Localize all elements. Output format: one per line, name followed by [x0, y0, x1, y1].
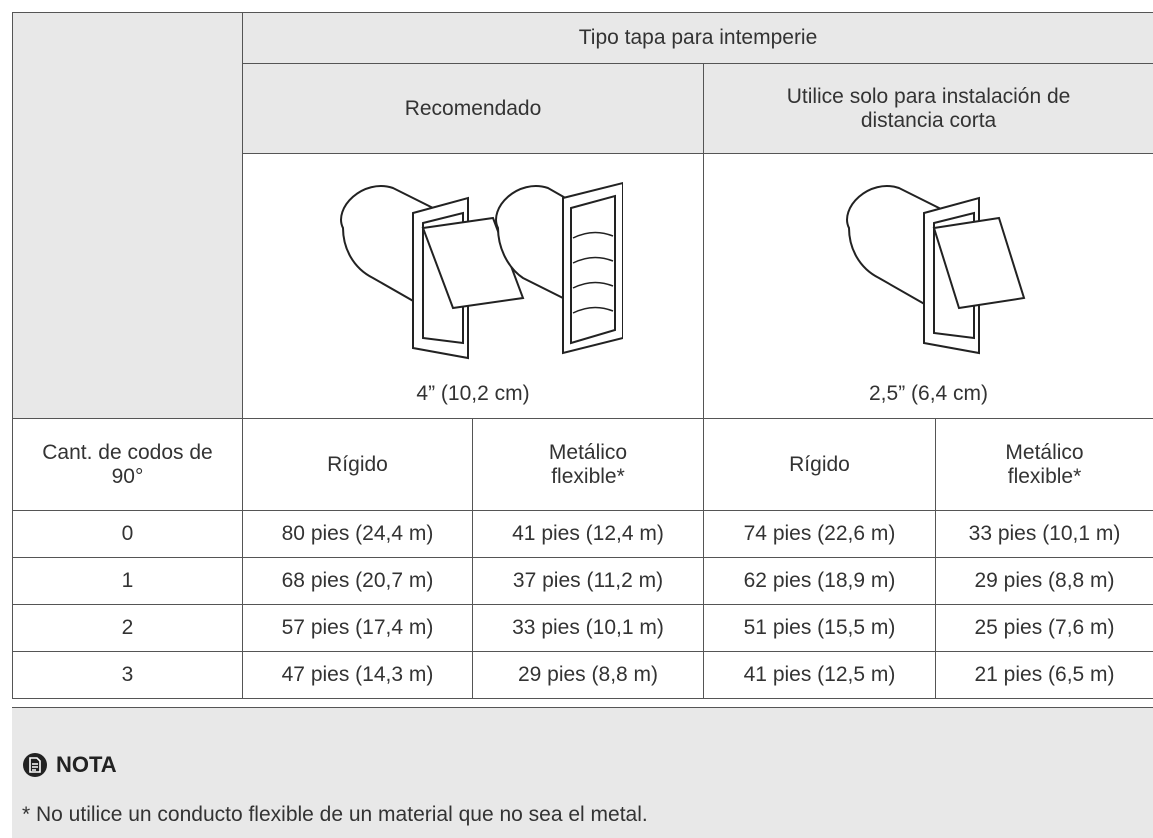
- max-length: 57 pies (17,4 m): [243, 605, 473, 652]
- note-icon: [22, 752, 48, 778]
- vent-hoods-illustration: [323, 168, 623, 368]
- note-text: * No utilice un conducto flexible de un …: [22, 803, 648, 827]
- max-length: 37 pies (11,2 m): [473, 558, 704, 605]
- group-header: Recomendado: [243, 64, 704, 154]
- max-length: 47 pies (14,3 m): [243, 652, 473, 699]
- max-length: 33 pies (10,1 m): [936, 511, 1153, 558]
- image-cell: 2,5” (6,4 cm): [704, 154, 1153, 419]
- column-header: Cant. de codos de 90°: [13, 419, 243, 511]
- size-label: 4” (10,2 cm): [243, 382, 703, 418]
- note-title: NOTA: [56, 752, 117, 778]
- elbow-count: 3: [13, 652, 243, 699]
- max-length: 68 pies (20,7 m): [243, 558, 473, 605]
- max-length: 33 pies (10,1 m): [473, 605, 704, 652]
- max-length: 51 pies (15,5 m): [704, 605, 936, 652]
- elbow-count: 0: [13, 511, 243, 558]
- note: NOTA * No utilice un conducto flexible d…: [12, 707, 1153, 838]
- max-length: 41 pies (12,4 m): [473, 511, 704, 558]
- vent-hood-illustration: [829, 168, 1029, 368]
- note-heading: NOTA: [22, 752, 117, 778]
- max-length: 21 pies (6,5 m): [936, 652, 1153, 699]
- column-header: Rígido: [704, 419, 936, 511]
- max-length: 25 pies (7,6 m): [936, 605, 1153, 652]
- max-length: 74 pies (22,6 m): [704, 511, 936, 558]
- image-cell: 4” (10,2 cm): [243, 154, 704, 419]
- max-length: 62 pies (18,9 m): [704, 558, 936, 605]
- max-length: 41 pies (12,5 m): [704, 652, 936, 699]
- max-length: 80 pies (24,4 m): [243, 511, 473, 558]
- group-header: Utilice solo para instalación de distanc…: [704, 64, 1153, 154]
- column-header: Metálico flexible*: [936, 419, 1153, 511]
- elbow-count: 2: [13, 605, 243, 652]
- document: Tipo tapa para intemperie Recomendado Ut…: [12, 12, 1153, 699]
- vent-table: Tipo tapa para intemperie Recomendado Ut…: [12, 12, 1153, 699]
- column-header: Metálico flexible*: [473, 419, 704, 511]
- header: Tipo tapa para intemperie: [243, 13, 1153, 64]
- max-length: 29 pies (8,8 m): [473, 652, 704, 699]
- elbow-count: 1: [13, 558, 243, 605]
- column-header: Rígido: [243, 419, 473, 511]
- max-length: 29 pies (8,8 m): [936, 558, 1153, 605]
- corner-cell: [13, 13, 243, 419]
- size-label: 2,5” (6,4 cm): [704, 382, 1153, 418]
